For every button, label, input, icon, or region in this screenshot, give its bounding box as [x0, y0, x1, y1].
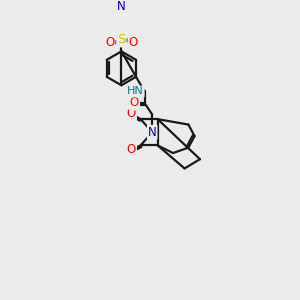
Text: O: O [130, 97, 139, 110]
Text: O: O [127, 143, 136, 157]
Text: N: N [148, 126, 157, 139]
Text: O: O [128, 36, 138, 50]
Text: HN: HN [127, 86, 144, 96]
Text: O: O [105, 36, 115, 50]
Text: N: N [117, 0, 126, 13]
Text: O: O [127, 107, 136, 120]
Text: S: S [117, 33, 126, 46]
